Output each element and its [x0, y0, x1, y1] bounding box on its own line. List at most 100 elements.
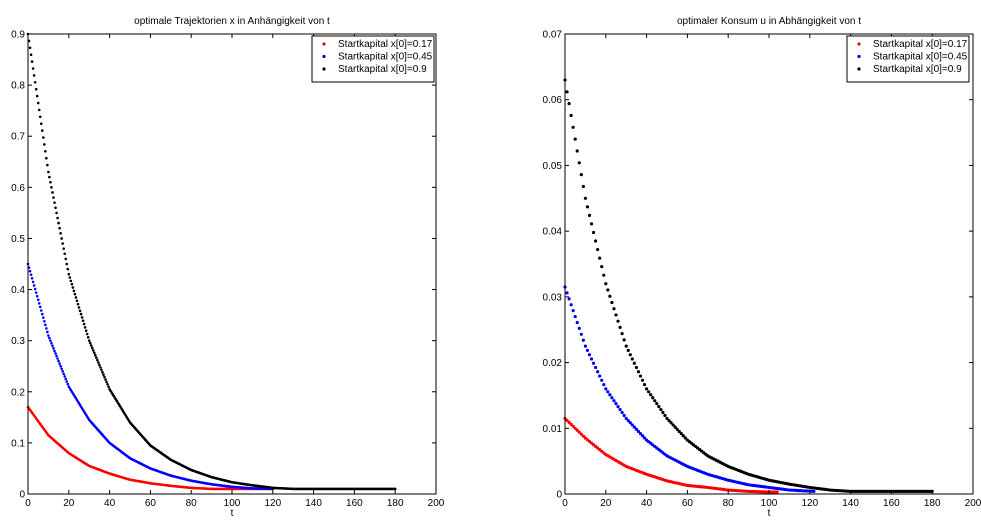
data-point: [610, 396, 614, 400]
data-point: [101, 370, 104, 374]
y-tick-label: 0: [19, 490, 25, 501]
data-point: [82, 322, 86, 326]
data-point: [620, 332, 624, 336]
x-tick-label: 120: [264, 498, 281, 509]
x-tick-label: 100: [761, 498, 778, 509]
axes-box: [27, 33, 437, 495]
legend-label: Startkapital x[0]=0.17: [873, 39, 968, 50]
data-point: [61, 370, 64, 373]
data-point: [62, 247, 65, 250]
data-point: [60, 367, 63, 371]
data-point: [628, 353, 632, 357]
legend-label: Startkapital x[0]=0.9: [873, 64, 962, 75]
data-point: [80, 316, 84, 319]
data-point: [67, 272, 71, 276]
data-point: [573, 137, 577, 141]
data-point: [32, 284, 36, 287]
data-point: [83, 326, 87, 329]
data-point: [589, 357, 594, 361]
data-point: [59, 232, 62, 235]
legend-box: [846, 35, 970, 83]
data-point: [614, 313, 618, 317]
data-point: [626, 348, 630, 353]
data-point: [100, 368, 103, 372]
legend-marker: [322, 42, 326, 46]
data-point: [624, 344, 628, 348]
data-point: [107, 385, 110, 389]
data-point: [632, 425, 636, 429]
chart-panel-2: optimaler Konsum u in Abhängigkeit von t…: [543, 16, 981, 519]
data-point: [31, 280, 35, 284]
x-axis: 0 20 40 60 80 100 120 140 160 180 200: [562, 34, 981, 509]
data-point: [103, 375, 106, 379]
data-point: [53, 201, 56, 204]
data-point: [659, 407, 663, 412]
data-point: [636, 429, 641, 434]
data-point: [647, 390, 651, 394]
data-point: [626, 419, 630, 423]
x-tick-label: 60: [145, 498, 157, 509]
data-point: [565, 291, 569, 295]
data-point: [577, 326, 581, 330]
data-point: [106, 383, 109, 386]
legend-marker: [322, 54, 326, 59]
y-tick-label: 0.05: [543, 161, 563, 172]
data-point: [94, 353, 97, 357]
data-point: [61, 242, 64, 245]
data-point: [38, 115, 42, 119]
data-point: [569, 113, 573, 118]
data-point: [604, 282, 608, 286]
data-point: [60, 237, 63, 240]
data-point: [49, 180, 52, 184]
data-point: [95, 356, 98, 359]
data-point: [51, 344, 54, 348]
data-point: [618, 325, 622, 330]
x-tick-label: 140: [842, 498, 859, 509]
data-point: [28, 46, 32, 50]
axes-box: [564, 33, 974, 495]
data-point: [669, 421, 673, 425]
y-tick-label: 0.01: [543, 424, 563, 435]
data-point: [58, 226, 61, 230]
data-point: [78, 309, 82, 313]
data-point: [35, 94, 39, 98]
data-point: [47, 334, 50, 337]
x-tick-label: 120: [801, 498, 818, 509]
x-tick-label: 200: [965, 498, 981, 509]
data-point: [675, 427, 679, 431]
data-point: [46, 330, 49, 334]
y-tick-label: 0.2: [11, 387, 25, 398]
x-tick-label: 100: [224, 498, 241, 509]
data-point: [610, 300, 614, 305]
data-point: [39, 309, 43, 312]
data-point: [102, 373, 105, 376]
data-point: [73, 292, 77, 296]
data-point: [72, 289, 76, 293]
plot-area: [26, 32, 397, 491]
x-tick-label: 140: [305, 498, 322, 509]
data-point: [602, 382, 606, 387]
plot-area: [563, 78, 934, 494]
data-point: [49, 339, 52, 342]
x-tick-label: 0: [562, 498, 568, 509]
data-point: [71, 286, 75, 289]
data-point: [37, 302, 41, 305]
data-point: [634, 427, 639, 431]
data-point: [56, 216, 59, 220]
data-point: [68, 276, 72, 279]
data-point: [66, 267, 70, 271]
data-point: [87, 339, 91, 342]
data-point: [618, 407, 622, 412]
legend: Startkapital x[0]=0.17 Startkapital x[0]=…: [846, 35, 970, 83]
data-point: [393, 487, 397, 491]
data-point: [630, 357, 634, 361]
data-point: [661, 410, 665, 415]
data-point: [653, 399, 657, 403]
data-point: [598, 256, 602, 260]
data-point: [90, 346, 94, 350]
data-point: [75, 299, 79, 303]
data-point: [616, 405, 620, 409]
y-tick-label: 0.6: [11, 183, 25, 194]
data-point: [634, 365, 639, 370]
data-point: [594, 239, 598, 243]
